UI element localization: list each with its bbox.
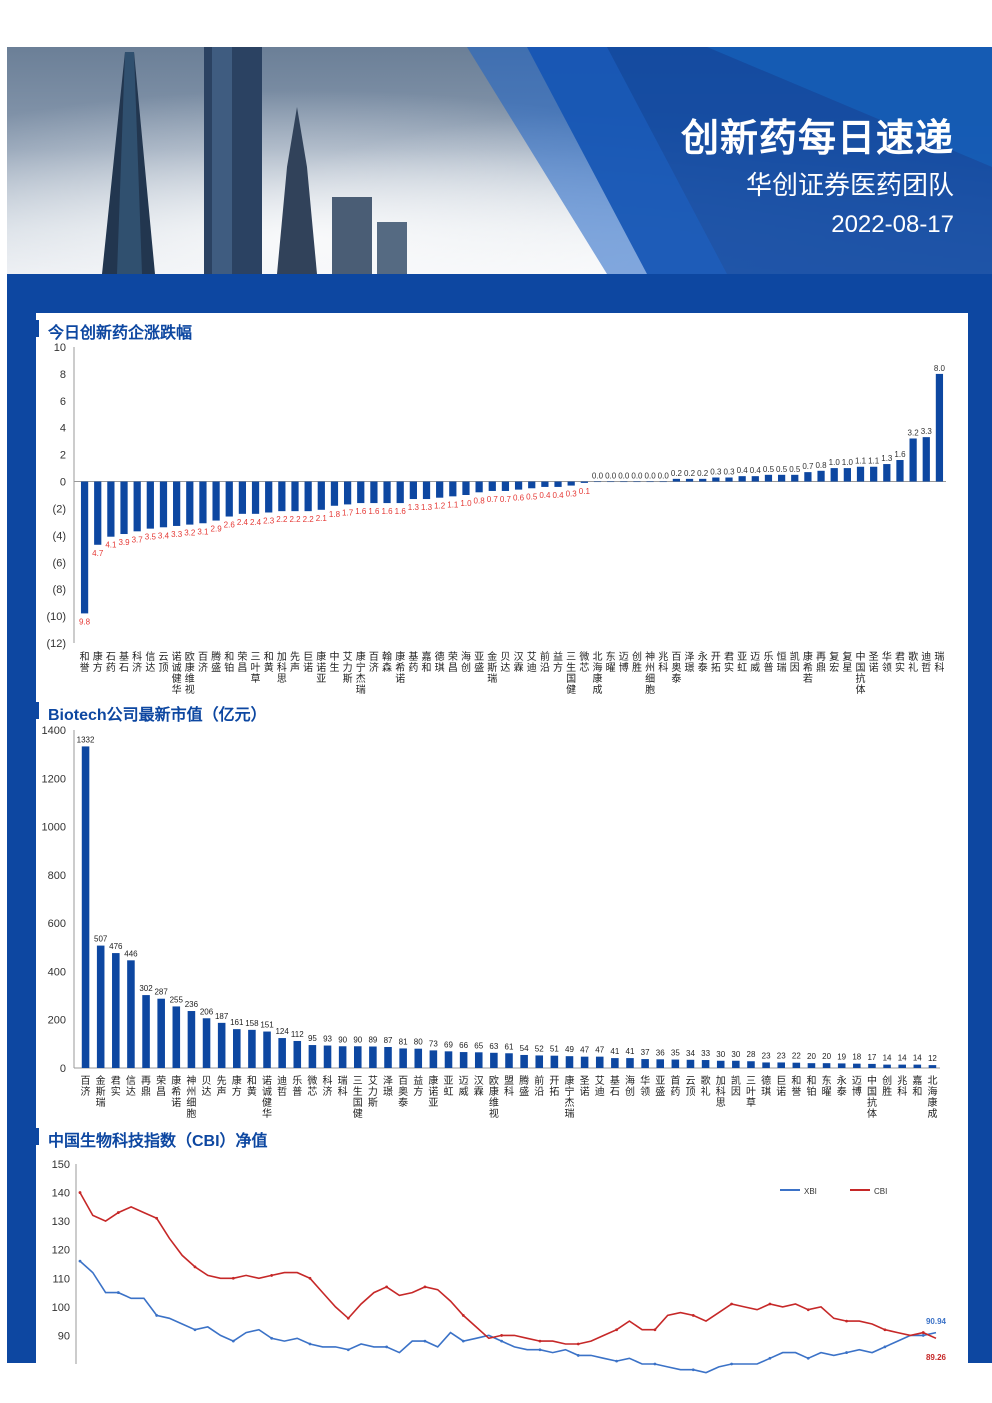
team-name: 华创证券医药团队 <box>745 170 954 200</box>
series-point <box>653 1362 657 1366</box>
section-title-change: 今日创新药企涨跌幅 <box>48 325 193 342</box>
series-point <box>730 1362 733 1366</box>
section-marker <box>36 702 39 719</box>
section-marker <box>36 1128 39 1145</box>
skyline-image <box>102 47 992 274</box>
content-panel <box>36 313 968 1363</box>
series-point <box>691 1368 695 1372</box>
header-banner: 创新药每日速递 华创证券医药团队 2022-08-17 <box>7 47 992 274</box>
section-title-marketcap: Biotech公司最新市值（亿元） <box>48 707 267 724</box>
section-title-cbi: 中国生物科技指数（CBI）净值 <box>48 1133 268 1150</box>
report-title: 创新药每日速递 <box>680 118 954 160</box>
section-marker <box>36 320 39 337</box>
report-date: 2022-08-17 <box>831 211 954 238</box>
